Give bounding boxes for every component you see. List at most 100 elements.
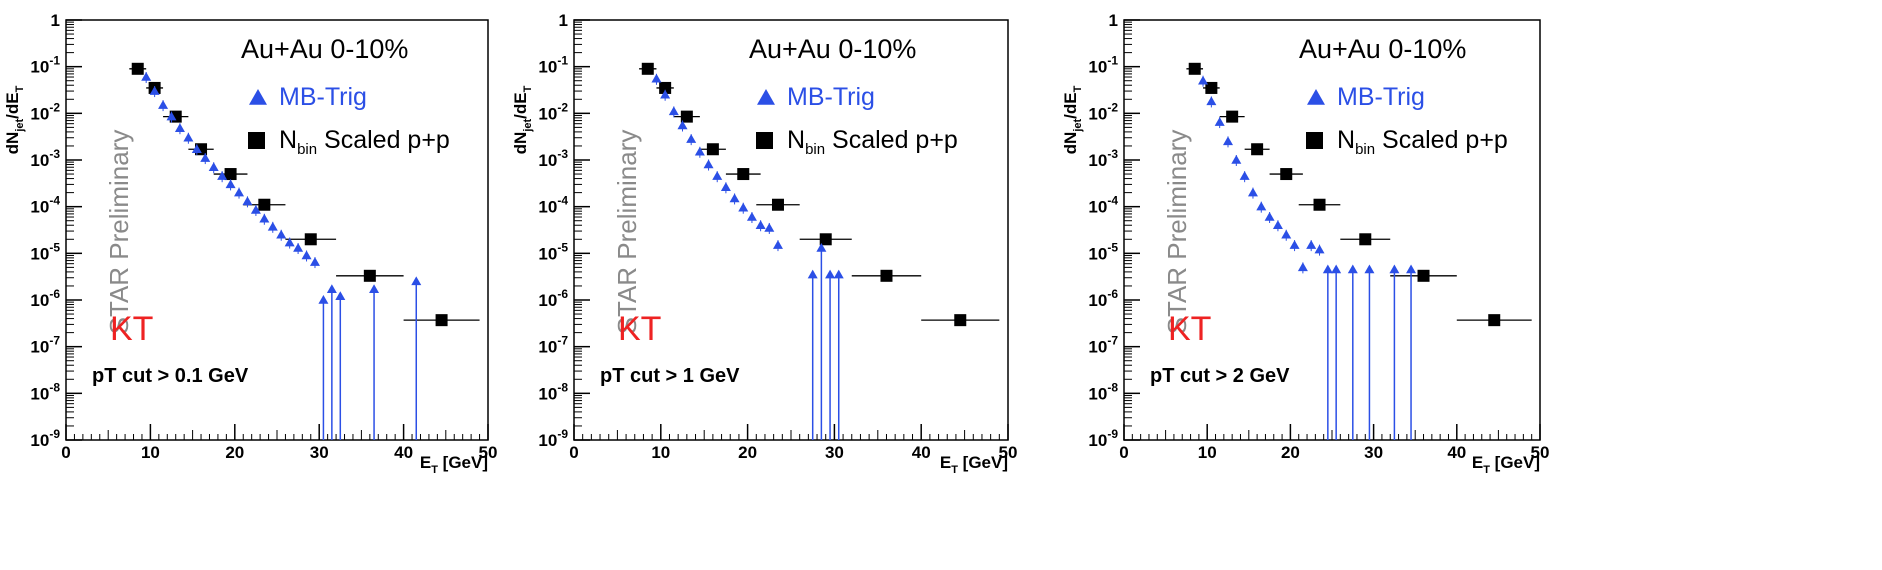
y-tick-label: 10-8 (538, 380, 568, 403)
mb-triangle-point (1206, 96, 1217, 106)
pp-square-point (1488, 314, 1501, 327)
y-tick-label: 10-2 (1088, 100, 1118, 123)
mb-triangle-point (174, 123, 185, 132)
mb-triangle-point (250, 204, 261, 214)
x-axis-title: ET [GeV] (1472, 453, 1540, 476)
pp-square-point (304, 233, 317, 246)
x-tick-label: 40 (1447, 443, 1466, 462)
pp-square-point (1251, 143, 1264, 156)
pp-square-point (819, 233, 832, 246)
mb-upper-limit-triangle (335, 291, 346, 301)
mb-upper-limit-triangle (807, 269, 818, 279)
x-tick-label: 0 (569, 443, 578, 462)
mb-upper-limit-triangle (833, 269, 844, 279)
mb-triangle-point (651, 73, 662, 83)
mb-upper-limit-triangle (825, 269, 836, 279)
y-tick-label: 10-6 (30, 287, 60, 310)
chart-plot-1gev: 10-910-810-710-610-510-410-310-210-110 10… (511, 11, 1018, 476)
mb-triangle-point (225, 179, 236, 189)
mb-triangle-point (1198, 75, 1209, 85)
mb-triangle-point (746, 212, 757, 221)
mb-triangle-point (1314, 244, 1325, 254)
x-tick-label: 20 (738, 443, 757, 462)
algorithm-label: KT (1168, 310, 1211, 348)
mb-triangle-point (208, 162, 219, 171)
y-tick-label: 10-6 (538, 287, 568, 310)
mb-triangle-point (694, 146, 705, 156)
mb-triangle-point (720, 182, 731, 192)
x-tick-label: 30 (310, 443, 329, 462)
mb-upper-limit-triangle (1322, 264, 1333, 274)
mb-triangle-point (234, 187, 245, 197)
mb-upper-limit-triangle (1347, 264, 1358, 274)
mb-triangle-point (712, 171, 723, 180)
pp-square-point (1417, 269, 1430, 282)
x-tick-label: 40 (912, 443, 931, 462)
pp-square-point (1359, 233, 1372, 246)
mb-upper-limit-triangle (318, 295, 329, 304)
mb-triangle-point (1281, 229, 1292, 239)
chart-plot-0.1gev: 10-910-810-710-610-510-410-310-210-110 10… (3, 11, 497, 476)
legend-pp-label: Nbin Scaled p+p (787, 126, 958, 158)
y-axis-title: dNjet/dET (1061, 85, 1084, 154)
mb-triangle-point (1289, 240, 1300, 249)
pp-square-point (737, 168, 750, 181)
mb-triangle-point (141, 72, 152, 81)
mb-triangle-point (267, 221, 278, 231)
mb-triangle-point (764, 222, 775, 232)
mb-triangle-point (1297, 262, 1308, 272)
mb-triangle-point (276, 229, 287, 239)
mb-upper-limit-triangle (816, 243, 827, 252)
x-tick-label: 50 (999, 443, 1018, 462)
y-axis-title: dNjet/dET (511, 85, 534, 154)
y-tick-label: 10-7 (1088, 334, 1118, 357)
x-tick-label: 30 (825, 443, 844, 462)
mb-triangle-point (166, 111, 177, 121)
pp-square-point (363, 269, 376, 282)
legend-mb-label: MB-Trig (1337, 83, 1425, 111)
mb-triangle-point (1214, 117, 1225, 126)
x-tick-label: 20 (225, 443, 244, 462)
pp-square-point (131, 62, 144, 75)
legend-pp-marker (756, 132, 773, 149)
y-tick-label: 10-5 (538, 240, 568, 263)
mb-triangle-point (259, 213, 270, 223)
pp-square-point (435, 314, 448, 327)
mb-triangle-point (738, 202, 749, 212)
chart-plot-2gev: 10-910-810-710-610-510-410-310-210-110 10… (1061, 11, 1549, 476)
y-tick-label: 10-8 (1088, 380, 1118, 403)
x-tick-label: 10 (651, 443, 670, 462)
legend-pp-marker (248, 132, 265, 149)
chart-panel-0.1gev: 10-9 10-8 10-7 10-6 10-5 10-4 10-3 10-2 10-1 1 0 10… (0, 0, 510, 570)
x-tick-label: 10 (1198, 443, 1217, 462)
legend-pp-label: Nbin Scaled p+p (279, 126, 450, 158)
pp-square-point (880, 269, 893, 282)
y-tick-label: 10-5 (30, 240, 60, 263)
pp-square-point (1313, 198, 1326, 211)
mb-triangle-point (284, 237, 295, 247)
x-axis-title: ET [GeV] (940, 453, 1008, 476)
y-tick-label: 10-2 (538, 100, 568, 123)
x-axis-title: ET [GeV] (420, 453, 488, 476)
mb-triangle-point (149, 86, 160, 95)
y-axis-title: dNjet/dET (3, 85, 26, 154)
legend-pp-label: Nbin Scaled p+p (1337, 126, 1508, 158)
x-tick-label: 40 (394, 443, 413, 462)
mb-triangle-point (158, 100, 169, 109)
mb-upper-limit-triangle (369, 284, 380, 293)
y-tick-label: 10-1 (538, 54, 568, 77)
x-tick-label: 20 (1281, 443, 1300, 462)
legend-pp-marker (1306, 132, 1323, 149)
y-tick-label: 10-1 (30, 54, 60, 77)
y-tick-label: 10-9 (538, 427, 568, 450)
y-tick-label: 10-5 (1088, 240, 1118, 263)
y-tick-label: 1 (1109, 11, 1118, 30)
mb-triangle-point (1247, 187, 1258, 197)
mb-triangle-point (191, 144, 202, 153)
y-tick-label: 1 (559, 11, 568, 30)
pt-cut-label: pT cut > 2 GeV (1150, 365, 1290, 387)
mb-triangle-point (293, 243, 304, 252)
y-tick-label: 10-9 (30, 427, 60, 450)
mb-triangle-point (703, 159, 714, 169)
mb-triangle-point (242, 196, 253, 206)
